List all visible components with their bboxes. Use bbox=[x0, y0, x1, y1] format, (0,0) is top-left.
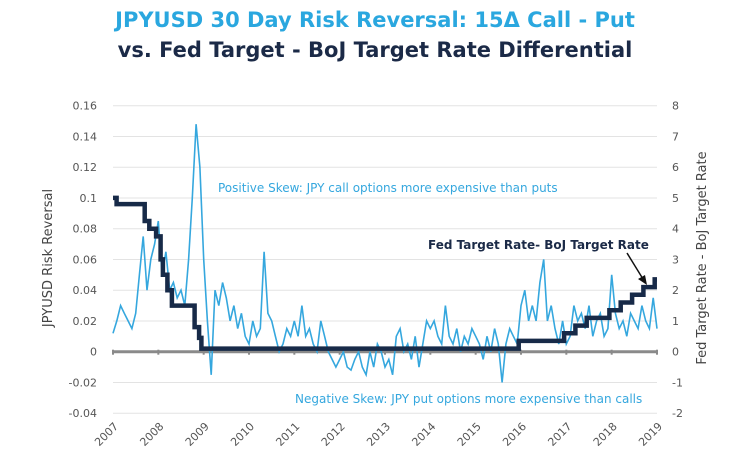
y-tick-label: 0.16 bbox=[73, 100, 98, 113]
annotation-differential: Fed Target Rate- BoJ Target Rate bbox=[428, 238, 649, 252]
y-tick-label: 0.1 bbox=[80, 192, 98, 205]
x-tick-label: 2013 bbox=[364, 420, 393, 449]
y-tick-label-right: 1 bbox=[672, 315, 679, 328]
annotation-negative-skew: Negative Skew: JPY put options more expe… bbox=[295, 392, 642, 406]
y-tick-label: -0.02 bbox=[69, 376, 97, 389]
y-tick-label: 0.04 bbox=[73, 284, 98, 297]
y-tick-label: 0 bbox=[90, 346, 97, 359]
risk-reversal-line bbox=[112, 124, 658, 383]
y-tick-label-right: 7 bbox=[672, 130, 679, 143]
y-tick-label: 0.12 bbox=[73, 161, 98, 174]
y-axis-label-right: Fed Target Rate - BoJ Target Rate bbox=[695, 151, 710, 364]
x-tick-label: 2015 bbox=[455, 420, 484, 449]
x-tick-label: 2019 bbox=[636, 420, 665, 449]
rate-differential-line bbox=[113, 195, 657, 351]
y-axis-label: JPYUSD Risk Reversal bbox=[41, 189, 56, 328]
y-tick-label: 0.08 bbox=[73, 223, 98, 236]
y-tick-label-right: 0 bbox=[672, 346, 679, 359]
y-tick-label-right: -2 bbox=[672, 407, 683, 420]
x-tick-label: 2010 bbox=[228, 420, 257, 449]
y-tick-label: 0.02 bbox=[73, 315, 98, 328]
x-tick-label: 2016 bbox=[500, 420, 529, 449]
y-tick-label: 0.14 bbox=[73, 130, 98, 143]
y-tick-label-right: -1 bbox=[672, 376, 683, 389]
chart-subtitle: vs. Fed Target - BoJ Target Rate Differe… bbox=[117, 38, 633, 62]
y-tick-label-right: 5 bbox=[672, 192, 679, 205]
annotation-arrow bbox=[626, 252, 644, 280]
y-tick-label-right: 2 bbox=[672, 284, 679, 297]
x-tick-label: 2009 bbox=[183, 420, 212, 449]
y-tick-label-right: 3 bbox=[672, 253, 679, 266]
y-tick-label: -0.04 bbox=[69, 407, 97, 420]
y-tick-label: 0.06 bbox=[73, 253, 98, 266]
x-tick-label: 2018 bbox=[591, 420, 620, 449]
x-tick-label: 2011 bbox=[273, 420, 302, 449]
x-tick-label: 2017 bbox=[545, 420, 574, 449]
chart-title: JPYUSD 30 Day Risk Reversal: 15Δ Call - … bbox=[115, 8, 635, 32]
y-tick-label-right: 4 bbox=[672, 223, 679, 236]
arrow-head-icon bbox=[638, 275, 647, 285]
y-tick-label-right: 8 bbox=[672, 100, 679, 113]
x-tick-label: 2007 bbox=[92, 420, 121, 449]
x-tick-label: 2014 bbox=[409, 420, 438, 449]
y-tick-label-right: 6 bbox=[672, 161, 679, 174]
annotation-positive-skew: Positive Skew: JPY call options more exp… bbox=[218, 181, 558, 195]
x-tick-label: 2012 bbox=[319, 420, 348, 449]
x-tick-label: 2008 bbox=[137, 420, 166, 449]
